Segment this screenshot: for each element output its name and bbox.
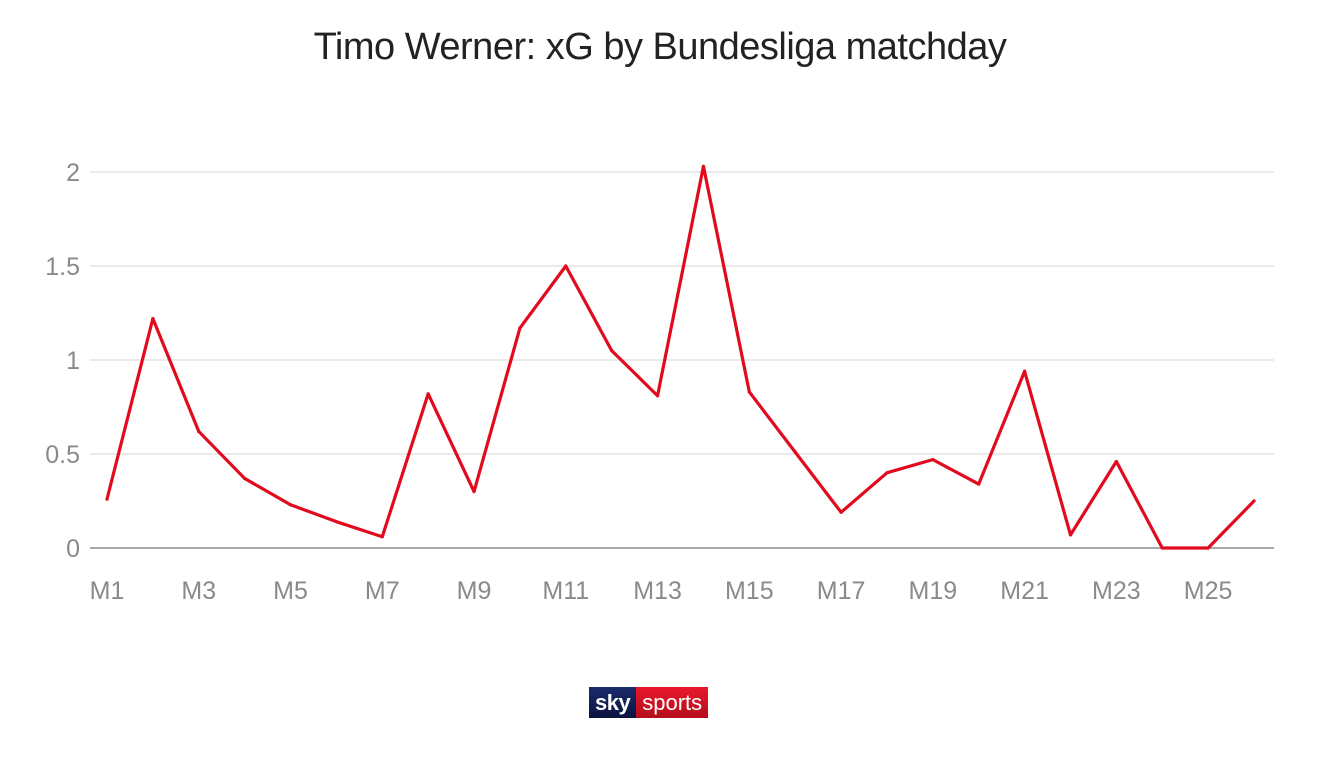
series-line-xg xyxy=(105,164,1256,550)
series-layer xyxy=(105,164,1256,550)
chart-title: Timo Werner: xG by Bundesliga matchday xyxy=(313,26,1007,68)
data-point xyxy=(197,429,201,434)
data-point xyxy=(564,264,568,268)
x-tick-label: M5 xyxy=(273,577,308,605)
x-tick-label: M3 xyxy=(181,577,216,605)
data-point xyxy=(747,390,751,394)
x-tick-label: M23 xyxy=(1092,577,1141,605)
data-point xyxy=(380,535,384,539)
data-point xyxy=(518,326,522,330)
logo-sky-text: sky xyxy=(589,687,637,718)
x-axis-labels: M1 M3 M5 M7 M9 M11 M13 M15 M17 M19 M21 M23 M25 xyxy=(90,577,1233,605)
x-tick-label: M25 xyxy=(1184,577,1233,605)
data-point xyxy=(105,497,109,501)
x-tick-label: M9 xyxy=(457,577,492,605)
data-point xyxy=(243,476,247,481)
data-point xyxy=(655,394,660,398)
data-point xyxy=(977,482,981,486)
logo-sports-text: sports xyxy=(636,687,709,718)
x-tick-label: M19 xyxy=(909,577,958,605)
data-point xyxy=(472,490,476,494)
x-tick-label: M21 xyxy=(1000,577,1049,605)
data-point xyxy=(885,471,889,475)
data-point xyxy=(1114,459,1118,464)
data-point xyxy=(610,349,614,353)
x-tick-label: M17 xyxy=(817,577,866,605)
data-point xyxy=(793,450,797,454)
y-axis-labels: 0 0.5 1 1.5 2 xyxy=(45,159,80,563)
y-tick-label: 0 xyxy=(66,535,80,563)
x-tick-label: M11 xyxy=(542,577,589,605)
y-tick-label: 0.5 xyxy=(45,441,80,469)
data-point xyxy=(426,392,430,396)
y-tick-label: 1.5 xyxy=(45,253,80,281)
data-point xyxy=(1068,533,1073,537)
y-tick-label: 1 xyxy=(66,347,80,375)
data-point xyxy=(1160,546,1164,550)
x-tick-label: M15 xyxy=(725,577,774,605)
data-point xyxy=(1206,546,1210,550)
data-point xyxy=(931,458,935,462)
y-tick-label: 2 xyxy=(66,159,80,187)
data-point xyxy=(839,510,843,514)
data-point xyxy=(1023,369,1027,373)
data-point xyxy=(151,317,155,321)
data-point xyxy=(701,164,706,168)
data-point xyxy=(1252,499,1256,503)
x-tick-label: M13 xyxy=(633,577,682,605)
data-point xyxy=(334,520,338,524)
data-point xyxy=(288,503,293,507)
x-tick-label: M1 xyxy=(90,577,125,605)
sky-sports-logo: sky sports xyxy=(589,687,709,718)
x-tick-label: M7 xyxy=(365,577,400,605)
